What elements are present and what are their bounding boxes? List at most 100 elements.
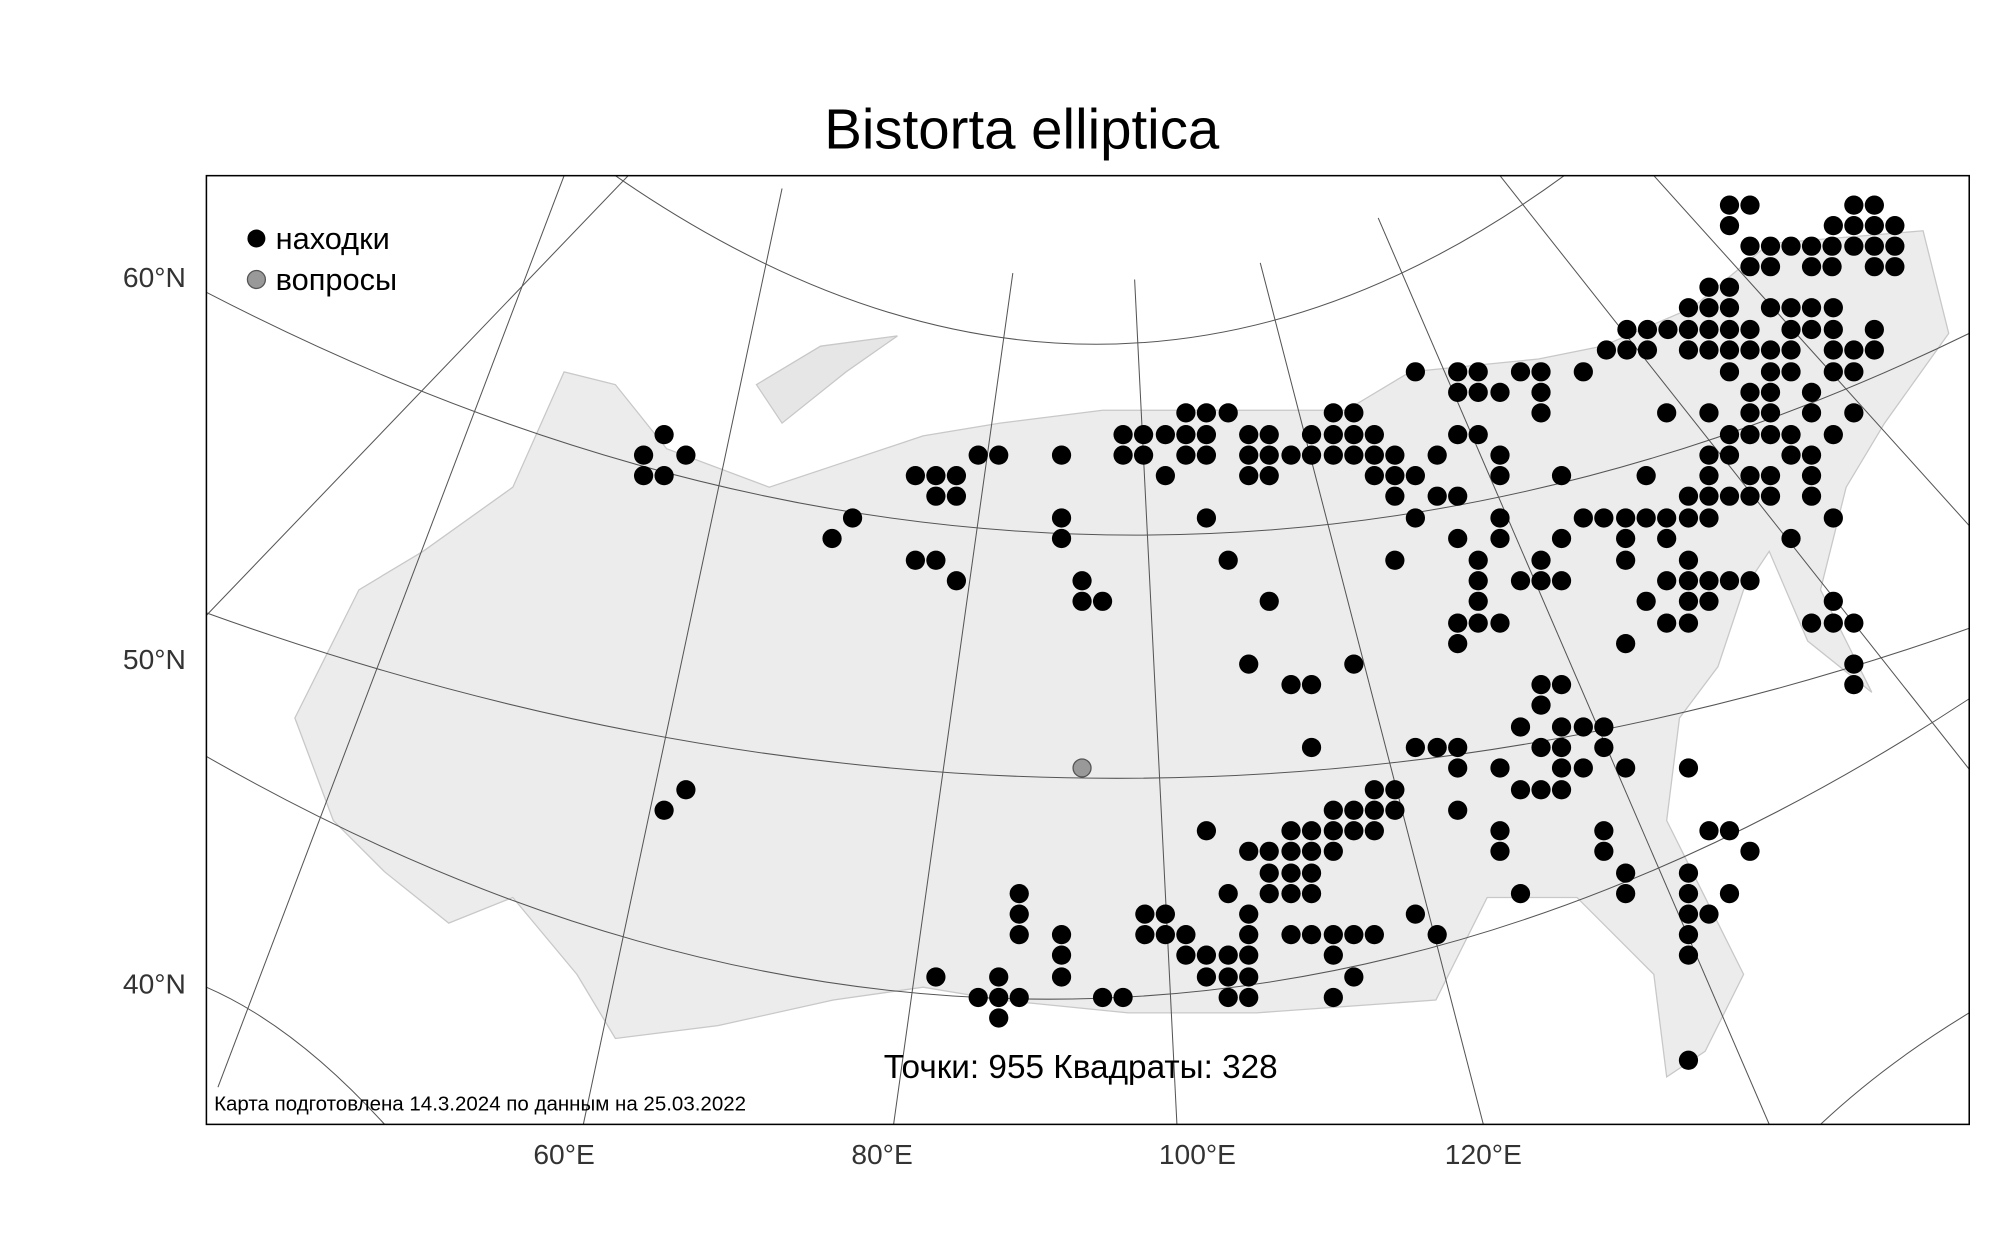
occurrence-dot	[1323, 403, 1343, 423]
stats: Точки: 955 Квадраты: 328	[884, 1049, 1278, 1086]
occurrence-dot	[1719, 277, 1740, 297]
occurrence-dot	[1344, 800, 1364, 820]
occurrence-dot	[1155, 904, 1175, 924]
occurrence-dot	[1092, 591, 1113, 611]
occurrence-dot	[1301, 675, 1322, 695]
occurrence-dot	[1510, 571, 1531, 591]
occurrence-dot	[1113, 445, 1133, 465]
occurrence-dot	[1760, 382, 1781, 402]
occurrence-dot	[1259, 591, 1279, 611]
occurrence-dot	[1844, 340, 1864, 360]
occurrence-dot	[1844, 403, 1864, 423]
occurrence-dot	[1573, 717, 1593, 737]
occurrence-dot	[1364, 780, 1384, 800]
occurrence-dot	[1678, 1050, 1699, 1070]
occurrence-dot	[1864, 216, 1884, 236]
occurrence-dot	[1801, 236, 1822, 256]
occurrence-dot	[1344, 425, 1364, 445]
lon-label: 100°E	[1159, 1138, 1236, 1170]
occurrence-dot	[946, 571, 967, 591]
occurrence-dot	[1405, 737, 1425, 758]
occurrence-dot	[1823, 362, 1843, 382]
occurrence-dot	[1573, 362, 1593, 382]
occurrence-dot	[989, 1008, 1009, 1028]
occurrence-dot	[1218, 884, 1238, 904]
occurrence-dot	[968, 987, 988, 1008]
lat-label: 50°N	[123, 643, 186, 675]
occurrence-dot	[1468, 613, 1488, 633]
occurrence-dot	[1657, 613, 1677, 633]
occurrence-dot	[1239, 987, 1259, 1008]
occurrence-dot	[1344, 654, 1364, 674]
occurrence-dot	[1781, 298, 1801, 318]
occurrence-dot	[1259, 445, 1279, 465]
occurrence-dot	[1822, 257, 1842, 277]
occurrence-dot	[1740, 236, 1760, 256]
occurrence-dot	[1760, 257, 1781, 277]
occurrence-dot	[1009, 904, 1029, 924]
occurrence-dot	[1176, 403, 1196, 423]
occurrence-dot	[1135, 925, 1155, 945]
occurrence-dot	[1740, 195, 1760, 215]
occurrence-dot	[1218, 967, 1238, 987]
occurrence-dot	[1719, 340, 1740, 360]
occurrence-dot	[1844, 195, 1864, 215]
occurrence-dot	[1801, 257, 1822, 277]
occurrence-dot	[1301, 925, 1322, 945]
occurrence-dot	[1385, 486, 1405, 506]
occurrence-dot	[1239, 925, 1259, 945]
occurrence-dot	[1823, 319, 1843, 340]
occurrence-dot	[1323, 841, 1343, 861]
occurrence-dot	[1699, 486, 1719, 506]
occurrence-dot	[654, 466, 674, 486]
occurrence-dot	[1301, 445, 1322, 465]
occurrence-dot	[1323, 800, 1343, 820]
occurrence-dot	[1719, 362, 1740, 382]
occurrence-dot	[1781, 340, 1801, 360]
occurrence-dot	[1657, 528, 1677, 549]
occurrence-dot	[1781, 362, 1801, 382]
occurrence-dot	[1072, 591, 1092, 611]
occurrence-dot	[1699, 904, 1719, 924]
occurrence-dot	[1427, 737, 1447, 758]
occurrence-dot	[1760, 362, 1781, 382]
occurrence-dot	[1699, 466, 1719, 486]
occurrence-dot	[1239, 654, 1259, 674]
occurrence-dot	[1617, 340, 1637, 360]
occurrence-dot	[1551, 675, 1572, 695]
occurrence-dot	[1051, 445, 1072, 465]
occurrence-dot	[1364, 925, 1384, 945]
occurrence-dot	[842, 508, 863, 528]
occurrence-dot	[1051, 925, 1072, 945]
occurrence-dot	[1323, 925, 1343, 945]
occurrence-dot	[1781, 528, 1801, 549]
occurrence-dot	[1323, 821, 1343, 841]
occurrence-dot	[1218, 550, 1238, 570]
occurrence-dot	[1448, 758, 1468, 778]
occurrence-dot	[1490, 466, 1510, 486]
occurrence-dot	[1301, 425, 1322, 445]
lon-label: 80°E	[851, 1138, 912, 1170]
occurrence-dot	[1531, 550, 1551, 570]
occurrence-dot	[1301, 863, 1322, 883]
occurrence-dot	[1740, 425, 1760, 445]
occurrence-dot	[1636, 591, 1656, 611]
occurrence-dot	[926, 486, 946, 506]
occurrence-dot	[1678, 508, 1699, 528]
occurrence-dot	[1510, 362, 1531, 382]
map-frame	[205, 174, 1970, 1126]
occurrence-dot	[946, 466, 967, 486]
occurrence-dot	[1740, 257, 1760, 277]
occurrence-dot	[1573, 758, 1593, 778]
occurrence-dot	[1468, 382, 1488, 402]
occurrence-dot	[1678, 758, 1699, 778]
occurrence-dot	[1448, 737, 1468, 758]
occurrence-dot	[1113, 987, 1133, 1008]
occurrence-dot	[1823, 425, 1843, 445]
occurrence-dot	[1323, 445, 1343, 465]
occurrence-dot	[1801, 466, 1822, 486]
occurrence-dot	[1678, 613, 1699, 633]
occurrence-dot	[1657, 403, 1677, 423]
